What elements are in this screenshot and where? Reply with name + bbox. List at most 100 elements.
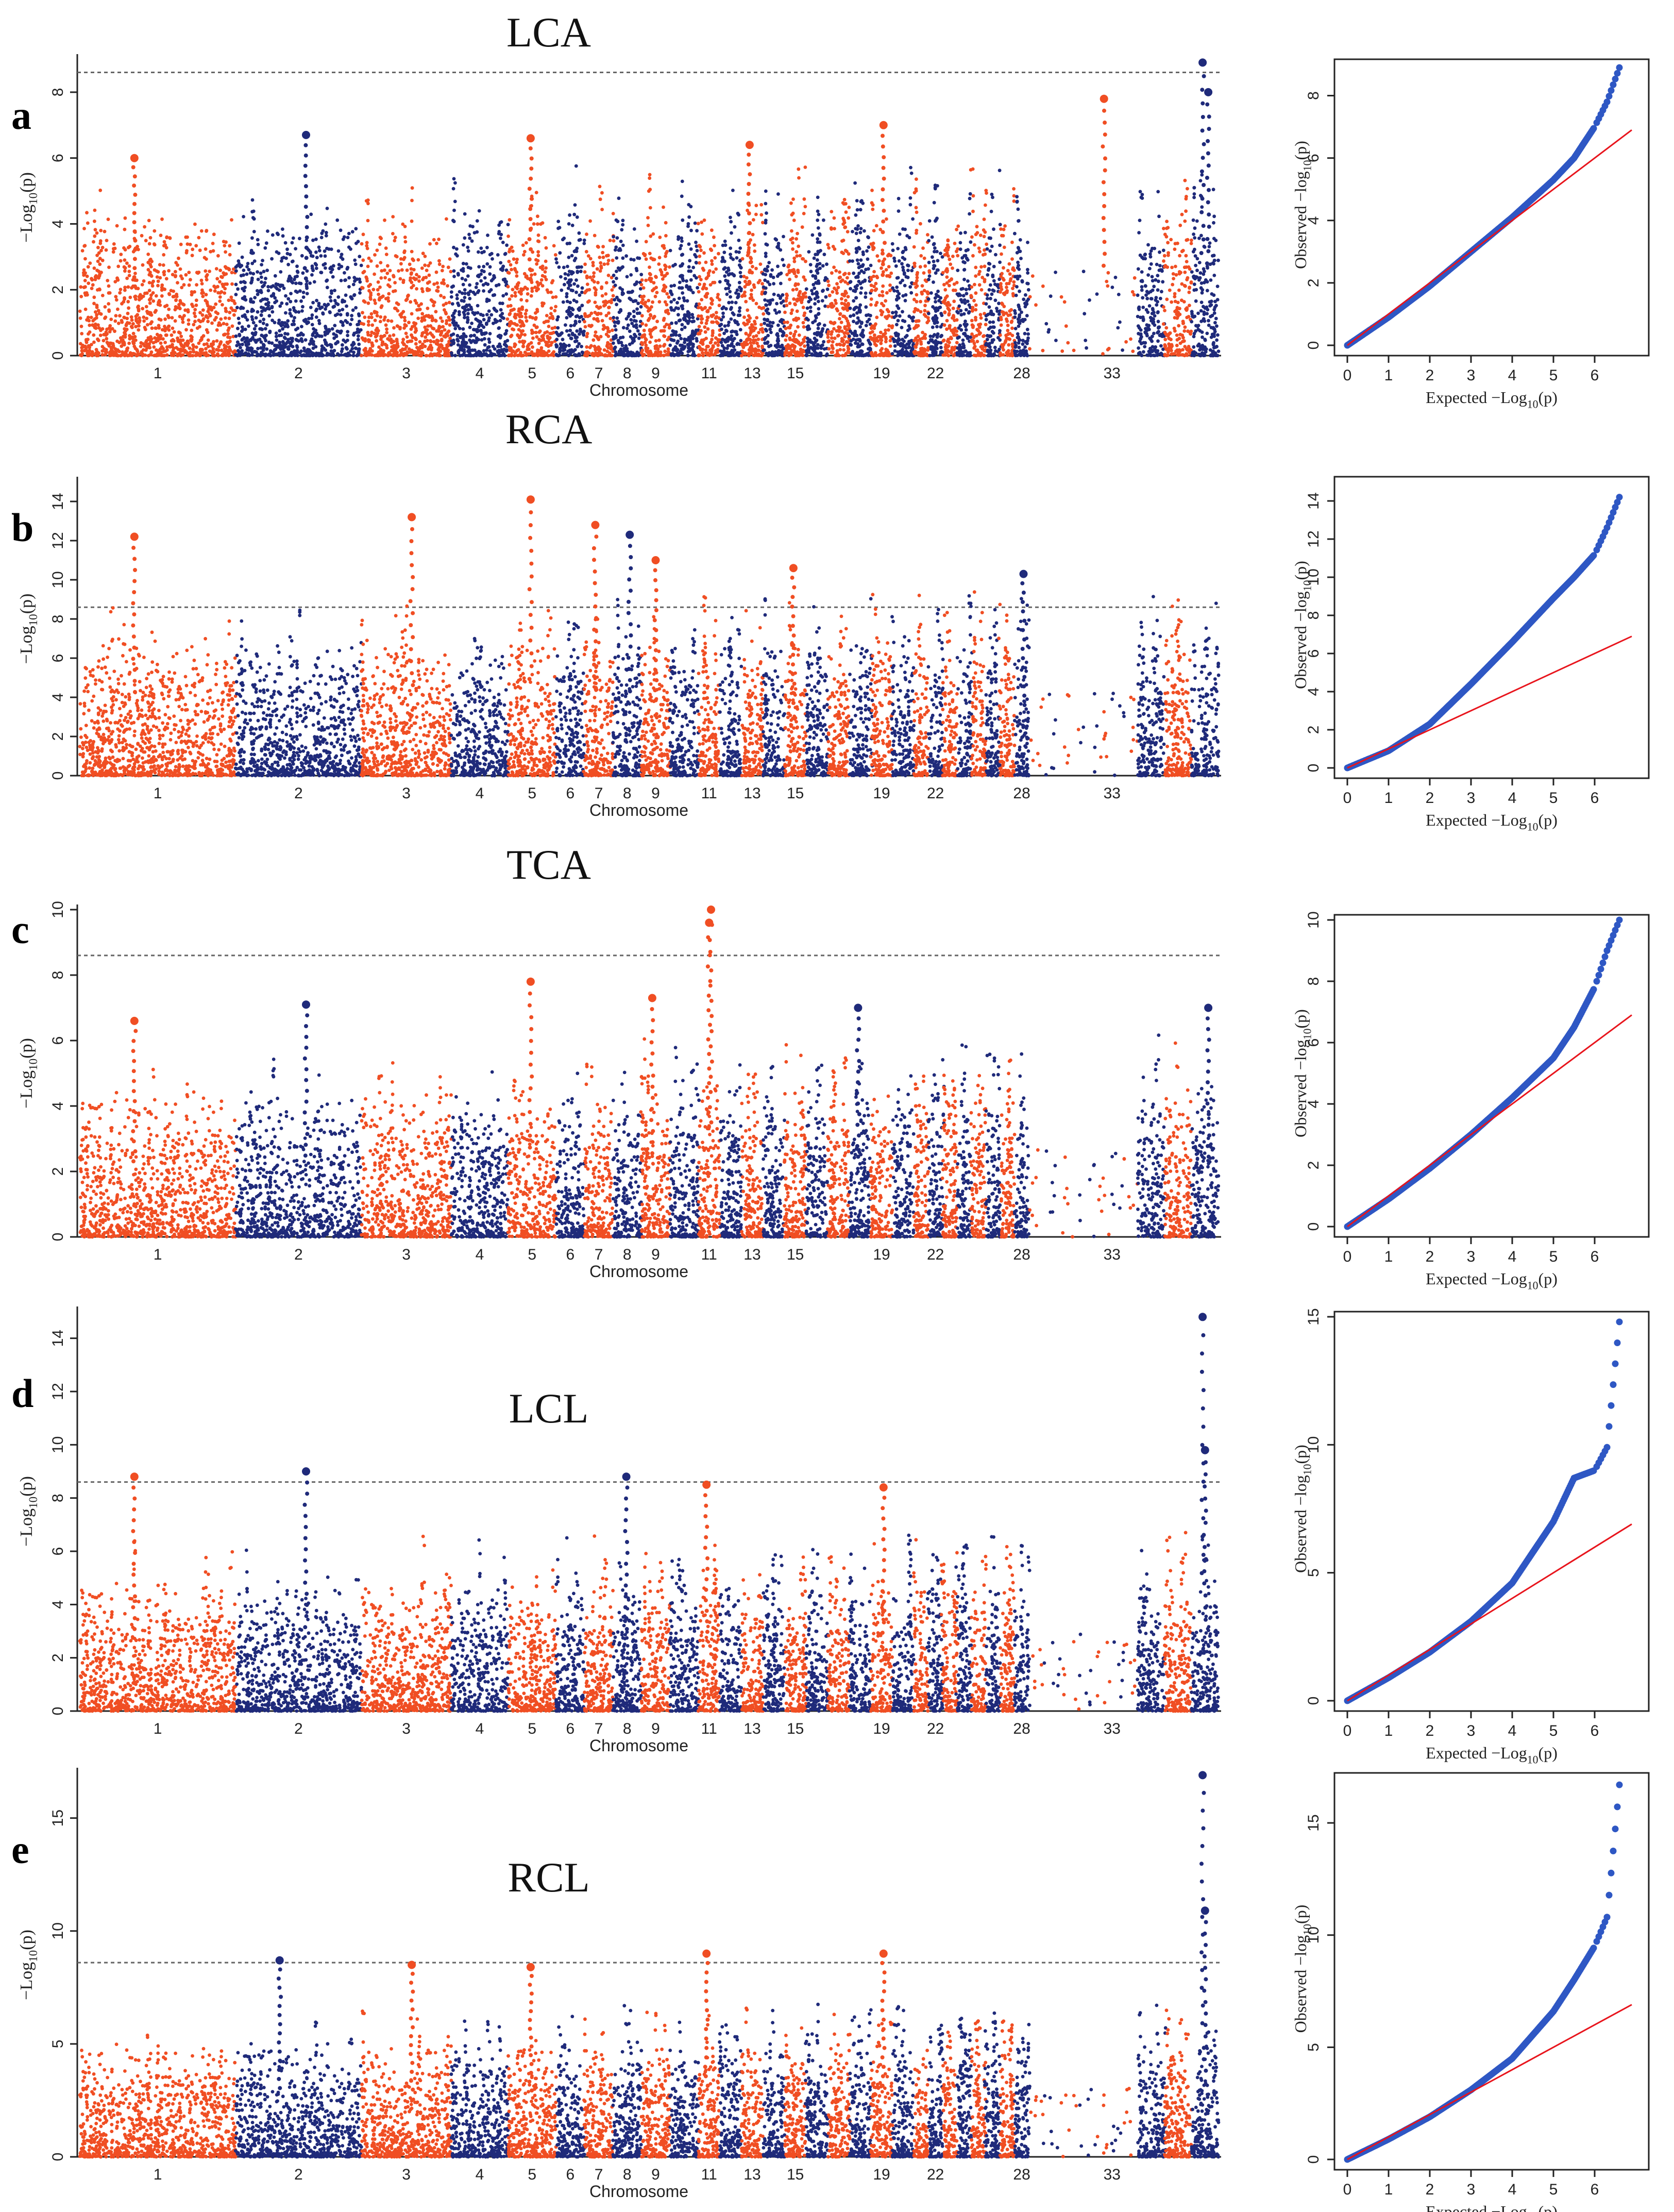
- gwas-figure: aLCA02468−Log10(p)1 2 3 4 5 6 7 8 9 11 13 15 19 22 28 3…: [0, 0, 1674, 2212]
- snp-point: [198, 248, 202, 252]
- snp-point: [185, 251, 189, 255]
- snp-point: [156, 275, 159, 279]
- snp-point: [164, 333, 168, 337]
- snp-point: [104, 353, 107, 357]
- snp-point: [224, 348, 228, 352]
- snp-point: [123, 327, 126, 331]
- snp-point: [148, 301, 152, 305]
- snp-point: [147, 342, 151, 346]
- snp-point: [160, 294, 164, 298]
- snp-point: [148, 242, 151, 246]
- snp-point: [124, 248, 127, 252]
- snp-point: [82, 286, 86, 289]
- snp-point: [146, 253, 150, 256]
- snp-point: [130, 315, 133, 319]
- snp-point: [159, 334, 162, 338]
- snp-point: [152, 345, 156, 349]
- snp-point: [179, 267, 182, 271]
- snp-point: [138, 321, 141, 324]
- snp-point: [223, 244, 226, 247]
- snp-point: [159, 233, 163, 237]
- snp-point: [191, 254, 194, 257]
- snp-point: [154, 326, 158, 330]
- snp-point: [210, 322, 214, 325]
- snp-point: [346, 330, 349, 333]
- snp-point: [143, 225, 146, 229]
- snp-point: [151, 299, 155, 303]
- snp-point: [149, 236, 153, 240]
- snp-point: [199, 320, 202, 324]
- snp-point: [83, 279, 87, 282]
- snp-point: [160, 350, 163, 354]
- y-tick-label: 2: [49, 286, 66, 294]
- snp-point: [179, 301, 182, 305]
- snp-point: [141, 263, 145, 267]
- snp-point: [115, 224, 119, 228]
- snp-point: [127, 306, 130, 310]
- snp-point: [228, 316, 231, 320]
- snp-point: [224, 316, 227, 320]
- snp-point: [135, 354, 139, 358]
- snp-point: [193, 223, 197, 226]
- snp-point: [191, 305, 195, 308]
- snp-point: [95, 231, 99, 235]
- snp-point: [163, 317, 167, 321]
- snp-point: [128, 322, 131, 325]
- snp-point: [132, 332, 136, 336]
- snp-point: [127, 354, 131, 357]
- snp-point: [139, 351, 143, 355]
- snp-point: [99, 239, 103, 243]
- snp-point: [214, 316, 218, 320]
- snp-point: [225, 272, 228, 276]
- snp-point: [114, 352, 118, 356]
- snp-point: [134, 317, 138, 321]
- snp-point: [146, 323, 149, 327]
- snp-point: [95, 275, 98, 279]
- snp-point: [170, 339, 174, 343]
- snp-point: [142, 320, 146, 323]
- snp-point: [87, 319, 91, 323]
- snp-point: [136, 349, 140, 353]
- snp-point: [176, 354, 179, 358]
- snp-point: [122, 300, 125, 304]
- snp-point: [206, 301, 209, 305]
- snp-point: [228, 340, 231, 344]
- snp-point: [174, 270, 177, 274]
- snp-point: [227, 267, 230, 271]
- snp-point: [98, 273, 102, 276]
- snp-point: [143, 344, 146, 348]
- snp-point: [147, 354, 150, 358]
- snp-point: [100, 349, 104, 353]
- snp-point: [144, 239, 148, 242]
- snp-point: [223, 287, 227, 291]
- y-axis-label: −Log10(p): [17, 172, 40, 243]
- snp-point: [215, 328, 219, 332]
- snp-point: [188, 283, 191, 287]
- snp-point: [222, 322, 226, 326]
- snp-point: [78, 310, 82, 313]
- snp-point: [87, 344, 91, 348]
- snp-point: [153, 229, 156, 233]
- snp-point: [147, 338, 151, 341]
- snp-point: [205, 293, 208, 296]
- snp-point: [180, 354, 184, 357]
- snp-point: [165, 236, 168, 240]
- snp-point: [113, 329, 116, 333]
- snp-point: [205, 257, 208, 261]
- snp-point: [195, 304, 198, 307]
- snp-point: [201, 295, 205, 298]
- snp-point: [205, 328, 209, 332]
- snp-point: [94, 323, 97, 326]
- snp-point: [176, 281, 179, 284]
- snp-point: [143, 292, 147, 295]
- snp-point: [113, 320, 117, 323]
- snp-point: [101, 259, 105, 262]
- snp-point: [230, 282, 234, 286]
- snp-point: [219, 340, 223, 344]
- snp-point: [148, 289, 151, 292]
- snp-point: [190, 329, 193, 332]
- snp-point: [216, 285, 219, 289]
- snp-point: [127, 246, 130, 249]
- snp-point: [159, 342, 163, 345]
- snp-point: [265, 269, 269, 272]
